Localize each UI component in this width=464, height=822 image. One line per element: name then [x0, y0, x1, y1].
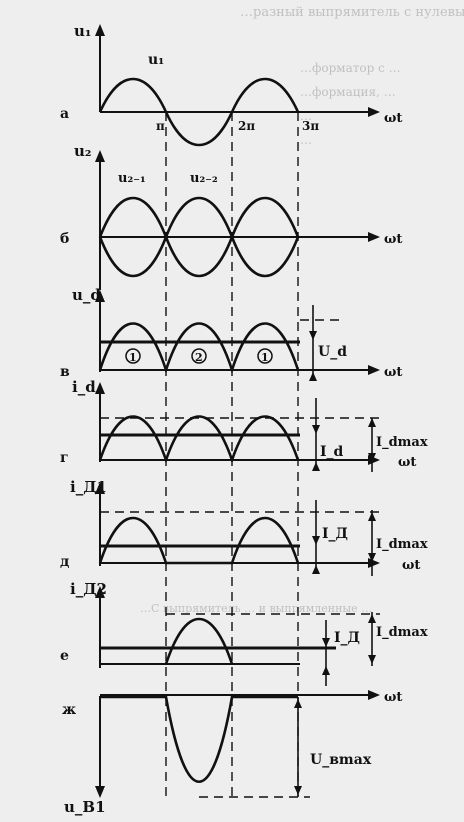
projection-lines [165, 112, 299, 800]
panel-letter-e: е [60, 648, 69, 664]
u2-2-curve [98, 196, 300, 278]
label-Idmax: I_dmax [376, 625, 428, 640]
x-axis-label: ωt [384, 232, 402, 247]
background-line: … [300, 133, 312, 147]
label-ID: I_Д [322, 526, 348, 542]
label-Ud: U_d [318, 344, 347, 360]
panel-a: u₁ u₁ а ωt π 2π 3π [60, 22, 402, 147]
axis-label-iD1: i_Д1 [70, 478, 107, 496]
y-axis-arrow-icon [95, 586, 105, 598]
x-axis-label: ωt [398, 455, 416, 470]
tick-2pi: 2π [238, 119, 255, 133]
axis-label-u1: u₁ [74, 22, 91, 40]
x-axis-label: ωt [384, 365, 402, 380]
x-axis-label: ωt [384, 111, 402, 126]
diode-mark-3: 1 [261, 351, 269, 364]
arrow-up-icon [294, 699, 302, 708]
x-axis-arrow-icon [368, 558, 380, 568]
arrow-down-icon [368, 553, 376, 562]
arrow-up-icon [368, 512, 376, 521]
y-axis-arrow-icon [95, 482, 105, 494]
panel-d: i_Д1 I_Д I_dmax д ωt [60, 478, 428, 576]
iD1-current-curve [98, 516, 300, 565]
background-header: …разный выпрямитель с нулевым выво… [240, 5, 464, 20]
x-axis-arrow-icon [368, 107, 380, 117]
arrow-up-icon [322, 666, 330, 675]
panel-letter-g: г [60, 450, 69, 466]
arrow-up-icon [312, 565, 320, 574]
label-Id: I_d [320, 444, 344, 460]
curve-label-u1: u₁ [148, 52, 164, 68]
y-axis-arrow-icon [95, 290, 105, 302]
ud-rectified-curve [98, 322, 300, 375]
diode-marker [257, 348, 273, 364]
diode-marker [191, 348, 207, 364]
arrow-down-icon [368, 655, 376, 664]
u2-1-curve [98, 196, 300, 278]
y-axis-arrow-icon [95, 24, 105, 36]
tick-pi: π [156, 119, 165, 133]
uB1-voltage-curve [100, 695, 298, 783]
panel-letter-v: в [60, 364, 70, 380]
x-axis-arrow-icon [368, 232, 380, 242]
arrow-up-icon [309, 372, 317, 381]
axis-label-u2: u₂ [74, 142, 91, 160]
label-ID: I_Д [334, 630, 360, 646]
panel-e: i_Д2 I_Д I_dmax е [60, 580, 428, 686]
panel-letter-zh: ж [62, 702, 76, 718]
curve-label-u2-1: u₂₋₁ [118, 171, 146, 186]
arrow-down-icon [322, 638, 330, 647]
y-axis-arrow-icon [95, 150, 105, 162]
diode-mark-2: 2 [195, 351, 203, 364]
label-UBmax: U_вmax [310, 752, 372, 768]
y-axis-arrow-icon [95, 786, 105, 798]
background-line: …формация, … [300, 85, 396, 99]
curve-label-u2-2: u₂₋₂ [190, 171, 218, 186]
y-axis-arrow-icon [95, 382, 105, 394]
tick-3pi: 3π [302, 119, 319, 133]
label-Idmax: I_dmax [376, 435, 428, 450]
arrow-down-icon [312, 425, 320, 434]
arrow-down-icon [294, 786, 302, 795]
x-axis-label: ωt [402, 558, 420, 573]
label-Idmax: I_dmax [376, 537, 428, 552]
panel-letter-a: а [60, 106, 69, 122]
panel-letter-d: д [60, 554, 69, 570]
background-page-text: …разный выпрямитель с нулевым выво… …фор… [140, 5, 464, 615]
panel-b: u₂ u₂₋₁ u₂₋₂ б ωt [60, 142, 402, 290]
panel-v: u_d U_d в ωt 1 2 1 [60, 286, 402, 381]
x-axis-arrow-icon [368, 365, 380, 375]
id-current-curve [98, 415, 300, 464]
axis-label-iD2: i_Д2 [70, 580, 107, 598]
x-axis-label: ωt [384, 690, 402, 705]
iD2-current-curve [164, 617, 234, 665]
arrow-up-icon [312, 462, 320, 471]
x-axis-arrow-icon [368, 690, 380, 700]
axis-label-id: i_d [72, 378, 96, 396]
background-caption: …С выпрямитель … и выпрямленные … [140, 602, 372, 615]
axis-label-uB1: u_B1 [64, 798, 106, 816]
axis-label-ud: u_d [72, 286, 101, 304]
arrow-up-icon [368, 418, 376, 427]
arrow-down-icon [312, 536, 320, 545]
arrow-down-icon [309, 331, 317, 340]
arrow-down-icon [368, 453, 376, 462]
diode-marker [125, 348, 141, 364]
u1-curve [98, 77, 300, 147]
arrow-up-icon [368, 614, 376, 623]
panel-letter-b: б [60, 231, 69, 247]
diode-mark-1: 1 [129, 351, 137, 364]
panel-g: i_d I_d I_dmax г ωt [60, 378, 428, 472]
panel-zh: ж ωt U_вmax u_B1 [62, 690, 402, 816]
background-line: …форматор с … [300, 61, 401, 75]
